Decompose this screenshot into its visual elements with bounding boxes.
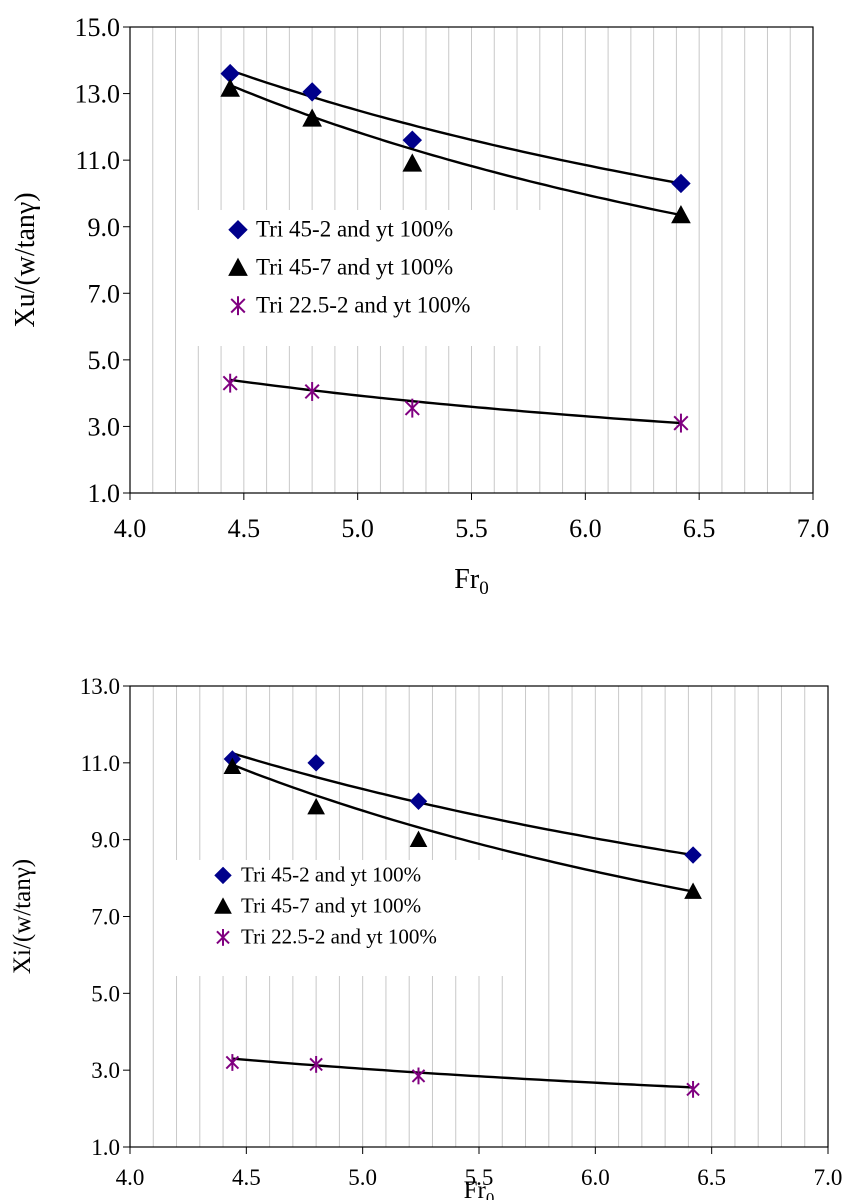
x-tick-label: 5.5 <box>455 514 488 543</box>
legend-marker <box>214 866 232 885</box>
trend-line <box>232 752 694 857</box>
trend-line <box>229 84 682 217</box>
x-axis-label: Fr0 <box>464 1177 495 1200</box>
data-point <box>402 153 423 172</box>
chart-xu: 1.0 3.0 5.0 7.0 9.0 11.0 13.0 15.0 4.0 4.5 5.0 5.5 6… <box>10 13 829 599</box>
x-tick-label: 7.0 <box>814 1165 843 1190</box>
legend-marker <box>228 257 248 276</box>
legend-label: Tri 45-7 and yt 100% <box>241 894 421 918</box>
chart-xi: 1.0 3.0 5.0 7.0 9.0 11.0 13.0 4.0 4.5 5.0 5.5 6.0 6.… <box>9 674 842 1200</box>
series-1 <box>220 78 691 224</box>
legend-label: Tri 22.5-2 and yt 100% <box>256 293 470 318</box>
x-axis-label-main: Fr <box>454 564 480 595</box>
data-point <box>671 205 691 224</box>
x-tick-label: 6.5 <box>697 1165 726 1190</box>
data-point <box>307 754 325 772</box>
x-tick-label: 5.5 <box>465 1165 494 1190</box>
y-tick-label: 1.0 <box>91 1135 120 1160</box>
data-point <box>673 413 689 433</box>
data-point <box>304 382 320 401</box>
x-axis-label-main: Fr <box>464 1177 487 1200</box>
data-point <box>302 82 322 102</box>
data-point <box>684 882 702 899</box>
legend-label: Tri 45-2 and yt 100% <box>256 217 453 242</box>
x-axis-label-sub: 0 <box>479 578 489 599</box>
y-tick-label: 13.0 <box>75 80 121 109</box>
data-point <box>409 830 428 847</box>
x-axis-label-sub: 0 <box>486 1189 495 1200</box>
x-tick-label: 5.0 <box>341 514 374 543</box>
y-tick-label: 11.0 <box>81 751 120 776</box>
trend-line <box>232 1057 694 1089</box>
data-point <box>225 1054 240 1071</box>
legend-marker <box>230 296 246 316</box>
y-tick-label: 3.0 <box>88 413 121 442</box>
legend-label: Tri 45-7 and yt 100% <box>256 255 453 280</box>
legend-marker <box>216 929 230 946</box>
x-tick-label: 6.0 <box>581 1165 610 1190</box>
y-tick-label: 15.0 <box>75 13 121 42</box>
legend: Tri 45-2 and yt 100% Tri 45-7 and yt 100%… <box>175 860 505 976</box>
data-point <box>409 792 428 810</box>
x-tick-label: 6.5 <box>683 514 716 543</box>
series-1 <box>223 757 702 899</box>
data-point <box>686 1080 700 1098</box>
series-0 <box>223 750 702 864</box>
trend-line <box>230 378 682 425</box>
data-point <box>222 373 238 393</box>
trend-line <box>231 763 694 893</box>
data-point <box>671 173 691 194</box>
data-point <box>404 398 420 418</box>
x-tick-label: 7.0 <box>797 514 830 543</box>
data-point <box>684 846 702 864</box>
y-tick-label: 7.0 <box>88 279 121 308</box>
y-tick-label: 13.0 <box>80 674 120 699</box>
x-tick-label: 4.0 <box>114 514 147 543</box>
y-tick-label: 7.0 <box>91 905 120 930</box>
y-axis-label: Xu/(w/tanγ) <box>10 192 41 327</box>
y-tick-label: 11.0 <box>75 146 120 175</box>
x-tick-label: 5.0 <box>348 1165 377 1190</box>
y-tick-label: 9.0 <box>91 828 120 853</box>
data-point <box>302 108 322 127</box>
legend-box <box>175 860 505 976</box>
data-point <box>223 757 242 774</box>
y-tick-label: 5.0 <box>91 981 120 1006</box>
y-tick-label: 5.0 <box>88 346 121 375</box>
data-point <box>411 1067 426 1085</box>
y-tick-label: 1.0 <box>88 479 121 508</box>
y-tick-label: 3.0 <box>91 1058 120 1083</box>
data-point <box>220 78 241 97</box>
x-tick-label: 4.5 <box>228 514 261 543</box>
legend-box <box>190 210 560 346</box>
y-tick-label: 9.0 <box>88 213 121 242</box>
series-2 <box>222 373 689 433</box>
legend-marker <box>214 897 232 914</box>
legend-label: Tri 22.5-2 and yt 100% <box>241 925 437 949</box>
data-point <box>307 797 325 815</box>
x-tick-label: 4.5 <box>232 1165 261 1190</box>
series-2 <box>225 1054 700 1098</box>
legend-label: Tri 45-2 and yt 100% <box>241 863 421 887</box>
x-axis-label: Fr0 <box>454 564 488 599</box>
trend-line <box>229 69 682 185</box>
series-0 <box>220 63 691 194</box>
legend-marker <box>228 219 248 240</box>
legend: Tri 45-2 and yt 100% Tri 45-7 and yt 100%… <box>190 210 560 346</box>
x-tick-label: 4.0 <box>116 1165 145 1190</box>
x-tick-label: 6.0 <box>569 514 602 543</box>
data-point <box>309 1056 323 1073</box>
y-axis-label: Xi/(w/tanγ) <box>9 859 36 974</box>
